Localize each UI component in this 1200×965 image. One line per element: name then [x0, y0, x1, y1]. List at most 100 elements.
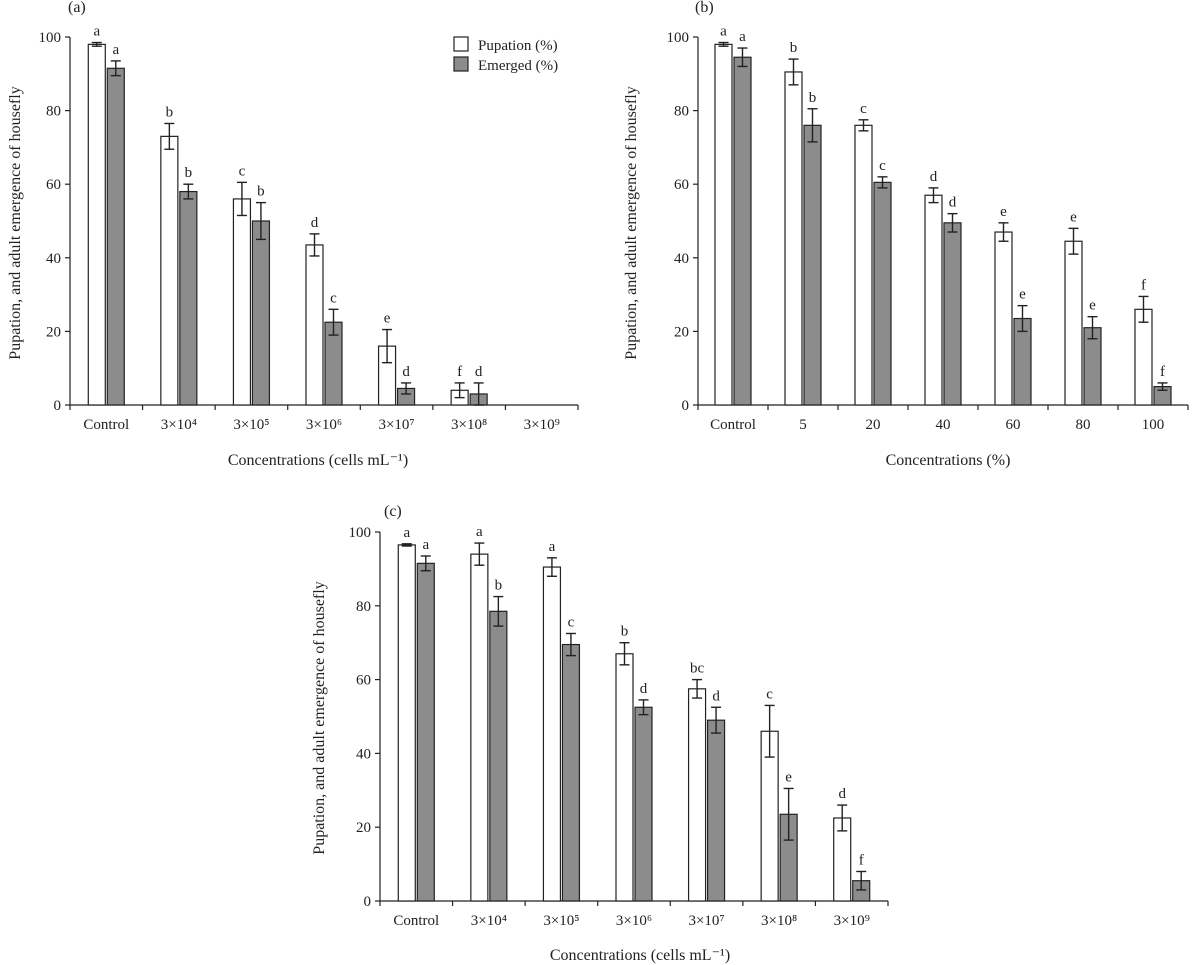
- x-tick-label: 5: [799, 417, 807, 433]
- y-tick-label: 20: [46, 324, 61, 340]
- significance-letter: bc: [690, 661, 705, 677]
- y-tick-label: 60: [674, 177, 689, 193]
- legend: Pupation (%) Emerged (%): [453, 36, 558, 74]
- y-tick-label: 60: [356, 673, 371, 689]
- bar-emerged: [803, 124, 822, 406]
- significance-letter: a: [549, 539, 556, 555]
- x-tick-label: 3×10⁶: [306, 417, 342, 433]
- bar-emerged: [416, 562, 435, 902]
- x-tick-label: 3×10⁸: [761, 913, 797, 929]
- significance-letter: d: [838, 786, 846, 802]
- bar-pupation: [232, 198, 252, 406]
- panel-label: (c): [384, 503, 402, 520]
- significance-letter: b: [809, 90, 817, 106]
- y-tick-label: 80: [674, 104, 689, 120]
- significance-letter: c: [860, 101, 867, 117]
- significance-letter: f: [1160, 364, 1165, 380]
- bar-emerged: [733, 56, 752, 406]
- y-tick-label: 0: [682, 398, 690, 414]
- significance-letter: b: [495, 578, 503, 594]
- y-tick-label: 20: [356, 820, 371, 836]
- x-tick-label: 3×10⁵: [233, 417, 269, 433]
- significance-letter: a: [720, 24, 727, 40]
- significance-letter: a: [422, 537, 429, 553]
- x-tick-label: 3×10⁶: [616, 913, 652, 929]
- y-tick-label: 40: [356, 746, 371, 762]
- significance-letter: c: [879, 158, 886, 174]
- y-tick-label: 80: [356, 599, 371, 615]
- significance-letter: a: [476, 524, 483, 540]
- bar-pupation: [397, 544, 416, 902]
- significance-letter: a: [112, 42, 119, 58]
- significance-letter: e: [1070, 209, 1077, 225]
- bar-emerged: [179, 190, 198, 406]
- significance-letter: e: [1089, 298, 1096, 314]
- significance-letter: e: [1019, 287, 1026, 303]
- plot-area: 0 20 40 60 80 100 Control 3×10⁴ 3×10⁵ 3×10⁶ 3×10⁷ 3…: [349, 524, 889, 929]
- bar-pupation: [470, 553, 489, 902]
- y-tick-label: 40: [674, 251, 689, 267]
- significance-letter: e: [384, 311, 391, 327]
- significance-letter: c: [330, 290, 337, 306]
- bar-pupation: [687, 688, 707, 902]
- y-tick-label: 100: [39, 30, 62, 46]
- significance-letter: c: [766, 686, 773, 702]
- significance-letter: e: [1000, 204, 1007, 220]
- bar-pupation: [714, 43, 733, 406]
- x-tick-label: 3×10⁴: [471, 913, 507, 929]
- bar-emerged: [943, 222, 962, 406]
- bar-pupation: [1064, 240, 1083, 406]
- y-axis-title: Pupation, and adult emergence of housefl…: [7, 86, 24, 359]
- bar-emerged: [706, 719, 726, 902]
- significance-letter: c: [239, 163, 246, 179]
- significance-letter: d: [402, 364, 410, 380]
- y-tick-label: 20: [674, 324, 689, 340]
- x-tick-label: 100: [1142, 417, 1165, 433]
- legend-swatch-pupation: [453, 36, 469, 52]
- significance-letter: e: [785, 769, 792, 785]
- x-tick-label: 3×10⁴: [161, 417, 197, 433]
- bar-pupation: [615, 653, 634, 902]
- significance-letter: d: [949, 195, 957, 211]
- significance-letter: d: [311, 215, 319, 231]
- significance-letter: b: [257, 184, 265, 200]
- significance-letter: f: [457, 364, 462, 380]
- bar-pupation: [854, 124, 873, 406]
- significance-letter: b: [790, 40, 798, 56]
- y-tick-label: 100: [349, 525, 372, 541]
- y-tick-label: 40: [46, 251, 61, 267]
- x-tick-label: 3×10⁹: [834, 913, 870, 929]
- y-axis-title: Pupation, and adult emergence of housefl…: [311, 581, 328, 854]
- panel-b: (b) Pupation, and adult emergence of hou…: [623, 0, 1189, 469]
- significance-letter: d: [475, 364, 483, 380]
- x-tick-label: 3×10⁸: [451, 417, 487, 433]
- bar-emerged: [489, 610, 508, 902]
- x-tick-label: Control: [83, 417, 129, 433]
- significance-letter: d: [712, 688, 720, 704]
- panel-a: (a) Pupation, and adult emergence of hou…: [7, 0, 579, 469]
- x-tick-label: 3×10⁵: [543, 913, 579, 929]
- x-tick-label: Control: [393, 913, 439, 929]
- x-tick-label: 80: [1076, 417, 1091, 433]
- x-tick-label: 3×10⁹: [524, 417, 560, 433]
- bar-pupation: [1134, 308, 1153, 406]
- legend-label-pupation: Pupation (%): [478, 38, 558, 54]
- bar-emerged: [873, 181, 892, 406]
- x-tick-label: 3×10⁷: [688, 913, 724, 929]
- significance-letter: a: [403, 525, 410, 541]
- x-tick-label: 20: [866, 417, 881, 433]
- x-axis-title: Concentrations (%): [886, 452, 1011, 469]
- y-tick-label: 100: [667, 30, 690, 46]
- x-axis-title: Concentrations (cells mL⁻¹): [550, 947, 730, 964]
- plot-area: 0 20 40 60 80 100 Control 3×10⁴ 3×10⁵ 3×10⁶ 3×10⁷ 3…: [39, 24, 579, 433]
- x-tick-label: 60: [1006, 417, 1021, 433]
- y-tick-label: 0: [54, 398, 62, 414]
- y-tick-label: 80: [46, 104, 61, 120]
- y-tick-label: 60: [46, 177, 61, 193]
- y-axis-title: Pupation, and adult emergence of housefl…: [623, 86, 640, 359]
- x-axis-title: Concentrations (cells mL⁻¹): [228, 452, 408, 469]
- bar-pupation: [924, 194, 943, 406]
- significance-letter: b: [185, 165, 193, 181]
- panel-label: (b): [695, 0, 714, 16]
